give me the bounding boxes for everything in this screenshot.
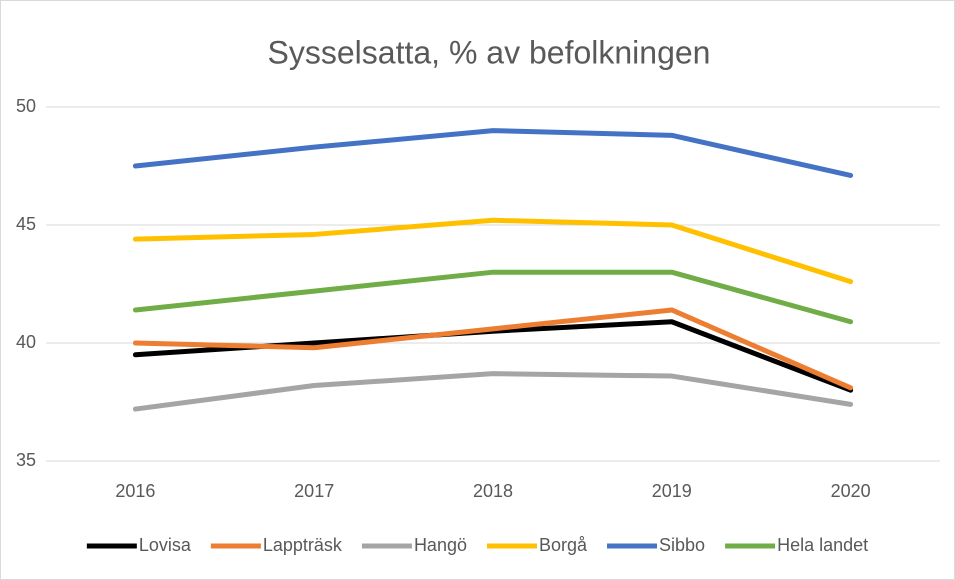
- legend-label: Lovisa: [139, 535, 192, 555]
- y-tick-label: 50: [16, 96, 36, 116]
- x-tick-label: 2019: [652, 481, 692, 501]
- legend-label: Sibbo: [659, 535, 705, 555]
- y-tick-label: 45: [16, 214, 36, 234]
- series-line: [132, 371, 854, 412]
- x-tick-label: 2016: [115, 481, 155, 501]
- chart-title: Sysselsatta, % av befolkningen: [268, 34, 711, 70]
- x-tick-label: 2017: [294, 481, 334, 501]
- y-tick-label: 35: [16, 450, 36, 470]
- legend-label: Hela landet: [777, 535, 868, 555]
- legend-label: Hangö: [414, 535, 467, 555]
- series-line: [132, 217, 854, 285]
- series-line: [132, 307, 854, 391]
- y-tick-label: 40: [16, 332, 36, 352]
- x-tick-label: 2020: [831, 481, 871, 501]
- series-line: [132, 269, 854, 325]
- legend-label: Borgå: [539, 535, 588, 555]
- x-tick-label: 2018: [473, 481, 513, 501]
- series-line: [132, 128, 854, 178]
- legend-label: Lappträsk: [263, 535, 343, 555]
